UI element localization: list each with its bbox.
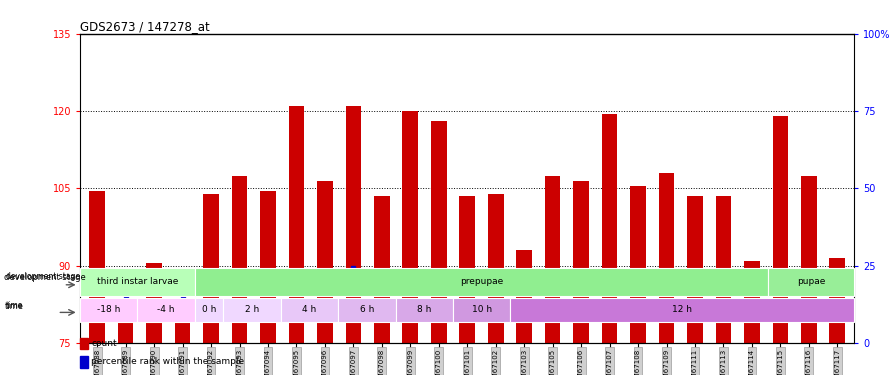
Text: development stage: development stage bbox=[4, 273, 86, 282]
Text: time: time bbox=[4, 302, 23, 311]
Bar bbox=[687, 196, 703, 343]
Text: pupae: pupae bbox=[797, 278, 826, 286]
Text: 8 h: 8 h bbox=[417, 306, 432, 315]
Bar bbox=[659, 173, 675, 343]
Text: development stage: development stage bbox=[6, 272, 80, 281]
Bar bbox=[602, 114, 618, 343]
Text: GDS2673 / 147278_at: GDS2673 / 147278_at bbox=[80, 20, 210, 33]
Bar bbox=[488, 194, 504, 343]
Bar bbox=[231, 176, 247, 343]
Text: 4 h: 4 h bbox=[303, 306, 317, 315]
Bar bbox=[345, 106, 361, 343]
Bar bbox=[395, 298, 453, 322]
Bar bbox=[195, 268, 768, 296]
Bar bbox=[281, 298, 338, 322]
Bar bbox=[516, 251, 532, 343]
Bar bbox=[453, 298, 510, 322]
Bar bbox=[80, 356, 88, 368]
Text: -4 h: -4 h bbox=[158, 306, 174, 315]
Bar bbox=[510, 298, 854, 322]
Bar bbox=[431, 122, 447, 343]
Bar bbox=[374, 196, 390, 343]
Text: -18 h: -18 h bbox=[97, 306, 120, 315]
Bar bbox=[80, 298, 137, 322]
Bar bbox=[459, 196, 475, 343]
Bar bbox=[768, 268, 854, 296]
Bar bbox=[195, 298, 223, 322]
Bar bbox=[80, 268, 195, 296]
Bar bbox=[223, 298, 281, 322]
Text: time: time bbox=[6, 301, 23, 310]
Bar bbox=[402, 111, 418, 343]
Text: 12 h: 12 h bbox=[672, 306, 692, 315]
Bar bbox=[773, 116, 789, 343]
Bar bbox=[829, 258, 845, 343]
Text: prepupae: prepupae bbox=[460, 278, 503, 286]
Bar bbox=[146, 263, 162, 343]
Bar bbox=[573, 181, 589, 343]
Bar bbox=[801, 176, 817, 343]
Text: 6 h: 6 h bbox=[360, 306, 374, 315]
Text: third instar larvae: third instar larvae bbox=[97, 278, 178, 286]
Text: 10 h: 10 h bbox=[472, 306, 491, 315]
Bar bbox=[89, 191, 105, 343]
Text: 2 h: 2 h bbox=[245, 306, 259, 315]
Bar bbox=[174, 310, 190, 343]
Bar bbox=[317, 181, 333, 343]
Bar bbox=[137, 298, 195, 322]
Text: percentile rank within the sample: percentile rank within the sample bbox=[92, 357, 245, 366]
Bar bbox=[288, 106, 304, 343]
Bar bbox=[203, 194, 219, 343]
Bar bbox=[117, 312, 134, 343]
Bar bbox=[338, 298, 395, 322]
Bar bbox=[545, 176, 561, 343]
Text: count: count bbox=[92, 339, 117, 348]
Bar bbox=[630, 186, 646, 343]
Bar bbox=[744, 261, 760, 343]
Bar bbox=[80, 338, 88, 349]
Bar bbox=[260, 191, 276, 343]
Bar bbox=[716, 196, 732, 343]
Text: 0 h: 0 h bbox=[202, 306, 216, 315]
